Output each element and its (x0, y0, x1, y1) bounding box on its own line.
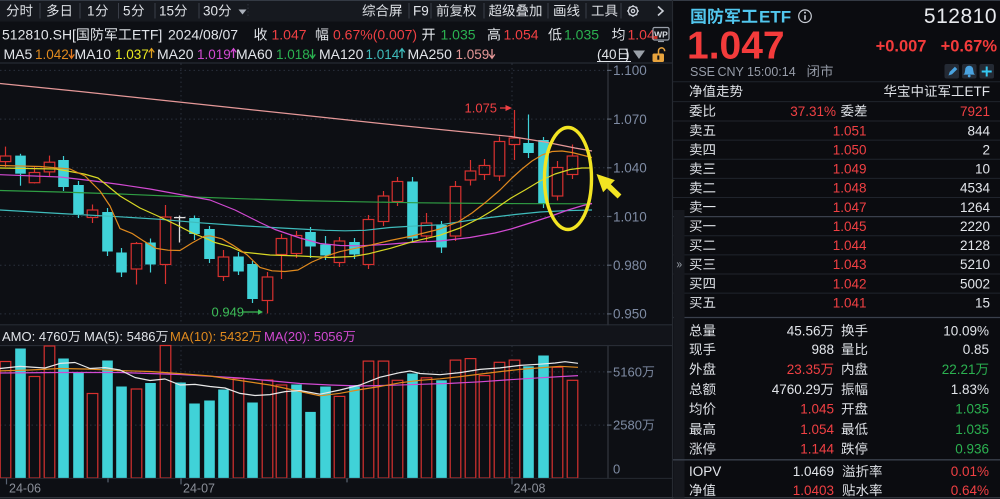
svg-text:CNY: CNY (718, 65, 745, 79)
svg-text:1.0469: 1.0469 (793, 464, 834, 479)
svg-text:1.043: 1.043 (833, 257, 867, 272)
svg-text:1.83%: 1.83% (951, 382, 989, 397)
svg-text:30: 30 (203, 4, 218, 19)
svg-text:WP: WP (654, 30, 668, 40)
svg-text:1.019: 1.019 (197, 47, 231, 62)
svg-text:1.037: 1.037 (115, 47, 149, 62)
svg-text:2580: 2580 (613, 418, 642, 433)
svg-text:4760.29: 4760.29 (772, 382, 821, 397)
svg-text:F9: F9 (413, 4, 429, 19)
svg-text:22.21: 22.21 (942, 362, 976, 377)
svg-text:1.059: 1.059 (456, 47, 490, 62)
svg-text:1.047: 1.047 (687, 25, 785, 68)
svg-text:1264: 1264 (960, 200, 991, 215)
svg-text:24-08: 24-08 (514, 482, 546, 496)
svg-text:5002: 5002 (960, 276, 990, 291)
svg-text:2024/08/07: 2024/08/07 (168, 27, 238, 43)
svg-text:2: 2 (982, 142, 990, 157)
svg-text:24-07: 24-07 (183, 482, 215, 496)
svg-text:15:00:14: 15:00:14 (747, 65, 796, 79)
svg-text:5160: 5160 (613, 364, 642, 379)
svg-text:1.018: 1.018 (276, 47, 310, 62)
svg-text:0: 0 (613, 462, 620, 477)
svg-text:0.950: 0.950 (613, 307, 647, 322)
svg-text:+0.007: +0.007 (876, 38, 927, 56)
svg-text:15: 15 (975, 295, 990, 310)
svg-text:5: 5 (123, 4, 131, 19)
svg-text:1.035: 1.035 (564, 27, 599, 43)
svg-text:1.010: 1.010 (613, 209, 647, 224)
svg-text:AMO: 4760: AMO: 4760 (2, 329, 68, 344)
svg-text:1.041: 1.041 (833, 295, 867, 310)
svg-text:23.35: 23.35 (787, 362, 821, 377)
svg-text:(40: (40 (597, 47, 617, 62)
svg-text:45.56: 45.56 (787, 323, 821, 338)
svg-text:1.035: 1.035 (955, 402, 989, 417)
svg-text:1.0403: 1.0403 (793, 483, 834, 498)
svg-text:2220: 2220 (960, 219, 990, 234)
svg-text:MA5: MA5 (4, 46, 33, 62)
svg-text:988: 988 (811, 342, 834, 357)
svg-text:1.051: 1.051 (833, 123, 867, 138)
svg-text:ETF: ETF (965, 84, 991, 99)
svg-text:1.035: 1.035 (441, 27, 476, 43)
svg-text:1.035: 1.035 (955, 422, 989, 437)
svg-text:0.85: 0.85 (963, 342, 989, 357)
svg-text:4534: 4534 (960, 181, 991, 196)
svg-text:MA20: MA20 (157, 46, 194, 62)
svg-text:1.045: 1.045 (833, 219, 867, 234)
svg-text:1.075: 1.075 (465, 101, 498, 116)
svg-text:MA250: MA250 (408, 46, 453, 62)
svg-text:MA(20): 5056: MA(20): 5056 (264, 329, 343, 344)
svg-text:1.042: 1.042 (35, 47, 69, 62)
svg-text:7921: 7921 (960, 104, 990, 119)
svg-text:0.64%: 0.64% (951, 483, 989, 498)
svg-text:10.09%: 10.09% (943, 323, 989, 338)
svg-text:1.100: 1.100 (613, 63, 647, 78)
svg-text:1.040: 1.040 (613, 161, 647, 176)
svg-text:1.042: 1.042 (833, 276, 867, 291)
svg-text:MA120: MA120 (319, 46, 364, 62)
svg-text:24-06: 24-06 (9, 482, 41, 496)
svg-text:0.936: 0.936 (955, 442, 989, 457)
svg-text:0.67%(0.007): 0.67%(0.007) (333, 27, 417, 43)
svg-text:1.054: 1.054 (800, 422, 834, 437)
svg-text:0.949: 0.949 (212, 305, 245, 320)
svg-text:+0.67%: +0.67% (941, 38, 998, 56)
svg-text:844: 844 (967, 123, 990, 138)
svg-text:1.047: 1.047 (833, 200, 867, 215)
svg-text:0.01%: 0.01% (951, 464, 989, 479)
svg-text:IOPV: IOPV (689, 464, 721, 479)
svg-text:1.049: 1.049 (833, 162, 867, 177)
svg-text:ETF: ETF (759, 8, 791, 27)
svg-text:512810.SH[: 512810.SH[ (2, 27, 76, 43)
svg-text:1.044: 1.044 (833, 238, 867, 253)
svg-text:1: 1 (87, 4, 95, 19)
svg-text:MA(5): 5486: MA(5): 5486 (84, 329, 156, 344)
svg-text:1.04: 1.04 (628, 27, 655, 43)
svg-text:MA10: MA10 (75, 46, 112, 62)
svg-text:ETF]: ETF] (132, 27, 162, 43)
svg-text:SSE: SSE (690, 65, 715, 79)
svg-text:0.980: 0.980 (613, 258, 647, 273)
svg-text:1.045: 1.045 (800, 402, 834, 417)
svg-text:MA(10): 5432: MA(10): 5432 (170, 329, 249, 344)
svg-text:1.070: 1.070 (613, 112, 647, 127)
svg-text:1.047: 1.047 (272, 27, 307, 43)
svg-text:MA60: MA60 (236, 46, 273, 62)
svg-text:5210: 5210 (960, 257, 990, 272)
svg-text:37.31%: 37.31% (790, 104, 836, 119)
svg-text:2128: 2128 (960, 238, 990, 253)
svg-text:1.144: 1.144 (800, 442, 834, 457)
svg-text:1.054: 1.054 (504, 27, 539, 43)
svg-text:1.048: 1.048 (833, 181, 867, 196)
svg-text:1.014: 1.014 (366, 47, 400, 62)
svg-text:10: 10 (975, 162, 990, 177)
svg-text:1.050: 1.050 (833, 142, 867, 157)
svg-text:512810: 512810 (924, 5, 997, 28)
svg-text:15: 15 (159, 4, 174, 19)
svg-text:): ) (625, 47, 630, 62)
